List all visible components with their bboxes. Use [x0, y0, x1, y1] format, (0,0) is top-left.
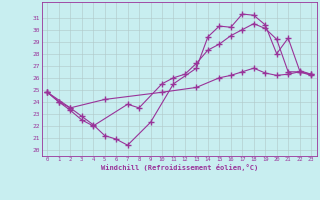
- X-axis label: Windchill (Refroidissement éolien,°C): Windchill (Refroidissement éolien,°C): [100, 164, 258, 171]
